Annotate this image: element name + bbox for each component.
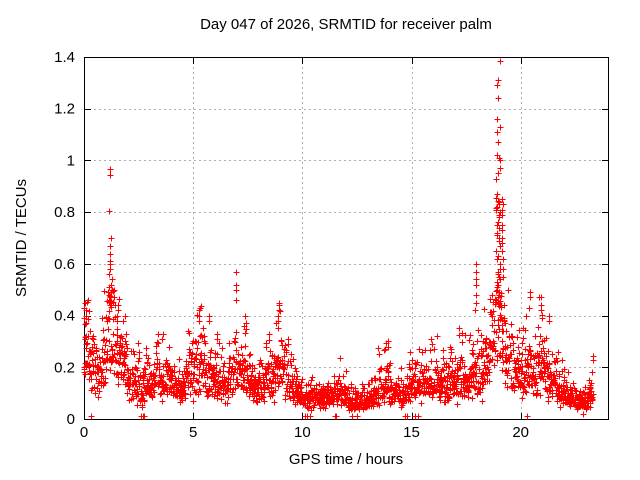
svg-text:15: 15 — [403, 424, 420, 441]
svg-text:0: 0 — [80, 424, 88, 441]
chart-title: Day 047 of 2026, SRMTID for receiver pal… — [200, 16, 492, 33]
svg-text:0.2: 0.2 — [54, 359, 75, 376]
svg-text:0.6: 0.6 — [54, 256, 75, 273]
data-points — [81, 58, 597, 420]
svg-text:0: 0 — [67, 411, 75, 428]
x-tick-labels: 0 5 10 15 20 — [80, 424, 529, 441]
svg-text:0.4: 0.4 — [54, 308, 75, 325]
axes — [84, 57, 609, 420]
svg-text:1: 1 — [67, 152, 75, 169]
svg-text:5: 5 — [189, 424, 197, 441]
svg-text:20: 20 — [512, 424, 529, 441]
svg-text:1.4: 1.4 — [54, 49, 75, 66]
svg-text:0.8: 0.8 — [54, 204, 75, 221]
svg-text:10: 10 — [294, 424, 311, 441]
svg-text:1.2: 1.2 — [54, 101, 75, 118]
x-axis-label: GPS time / hours — [288, 451, 404, 468]
y-tick-labels: 0 0.2 0.4 0.6 0.8 1 1.2 1.4 — [54, 49, 75, 428]
